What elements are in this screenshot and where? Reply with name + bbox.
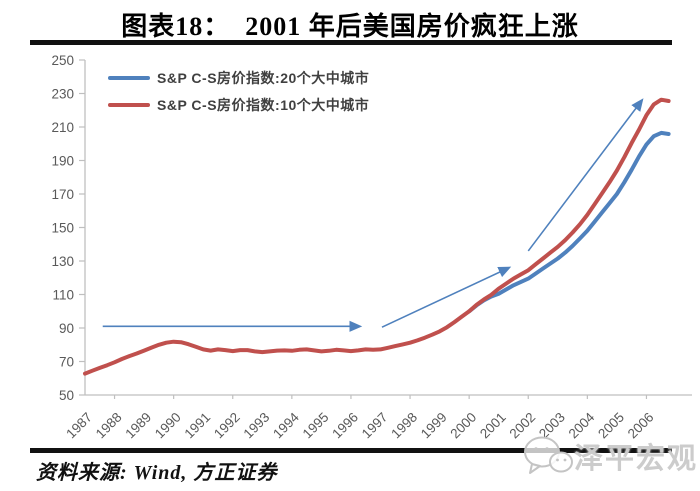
y-axis-label: 90 [59, 321, 74, 336]
x-axis-label: 1991 [181, 410, 213, 442]
y-axis-label: 50 [59, 388, 74, 403]
x-axis-label: 1997 [359, 410, 391, 442]
title-divider [30, 40, 672, 45]
legend-item: S&P C-S房价指数:10个大中城市 [108, 91, 369, 118]
annotation-arrows [102, 98, 644, 332]
line-chart: 2502302101901701501301109070501987198819… [51, 53, 692, 442]
watermark-text: 泽平宏观 [573, 443, 698, 475]
watermark: 泽平宏观 [522, 434, 698, 478]
chart-area: 250 230 210 190 170 150 130 110 90 70 50 1987 1988 19… [0, 46, 700, 446]
legend-item: S&P C-S房价指数:20个大中城市 [108, 64, 369, 91]
trend-arrow [527, 98, 644, 252]
figure-title: 图表18： 2001 年后美国房价疯狂上涨 [121, 12, 579, 41]
legend-swatch [108, 75, 150, 80]
y-axis-label: 110 [52, 288, 74, 303]
x-axis-label: 1987 [63, 410, 95, 442]
x-axis-label: 1992 [211, 410, 243, 442]
x-axis-label: 1995 [300, 410, 332, 442]
x-axis-label: 1994 [270, 409, 302, 441]
y-axis-label: 250 [51, 53, 74, 68]
x-axis-label: 1999 [418, 410, 450, 442]
legend-swatch [108, 102, 150, 107]
trend-arrow [381, 266, 512, 328]
y-axis-label: 170 [51, 187, 74, 202]
x-axis-label: 1990 [152, 410, 184, 442]
chart-legend: S&P C-S房价指数:20个大中城市 S&P C-S房价指数:10个大中城市 [108, 64, 369, 118]
x-axis-label: 1998 [388, 410, 420, 442]
wechat-icon [523, 436, 573, 474]
y-axis-label: 230 [51, 87, 74, 102]
y-axis-label: 190 [51, 154, 74, 169]
legend-label: S&P C-S房价指数:10个大中城市 [157, 96, 370, 113]
data-series [83, 97, 671, 376]
x-axis-label: 1988 [93, 410, 125, 442]
x-axis-label: 1993 [241, 410, 273, 442]
x-axis-label: 1996 [329, 410, 361, 442]
footer-divider [30, 448, 672, 453]
y-axis-label: 130 [51, 254, 74, 269]
x-axis-label: 2000 [447, 410, 479, 442]
y-axis-label: 210 [51, 120, 74, 135]
y-axis-label: 150 [51, 221, 74, 236]
legend-label: S&P C-S房价指数:20个大中城市 [157, 69, 370, 86]
x-axis-label: 1989 [122, 410, 154, 442]
y-axis-label: 70 [59, 355, 74, 370]
series-line-1 [83, 97, 671, 376]
source-note: 资料来源: Wind, 方正证券 [36, 462, 278, 484]
x-axis-label: 2001 [477, 410, 509, 442]
series-line-0 [467, 130, 671, 314]
